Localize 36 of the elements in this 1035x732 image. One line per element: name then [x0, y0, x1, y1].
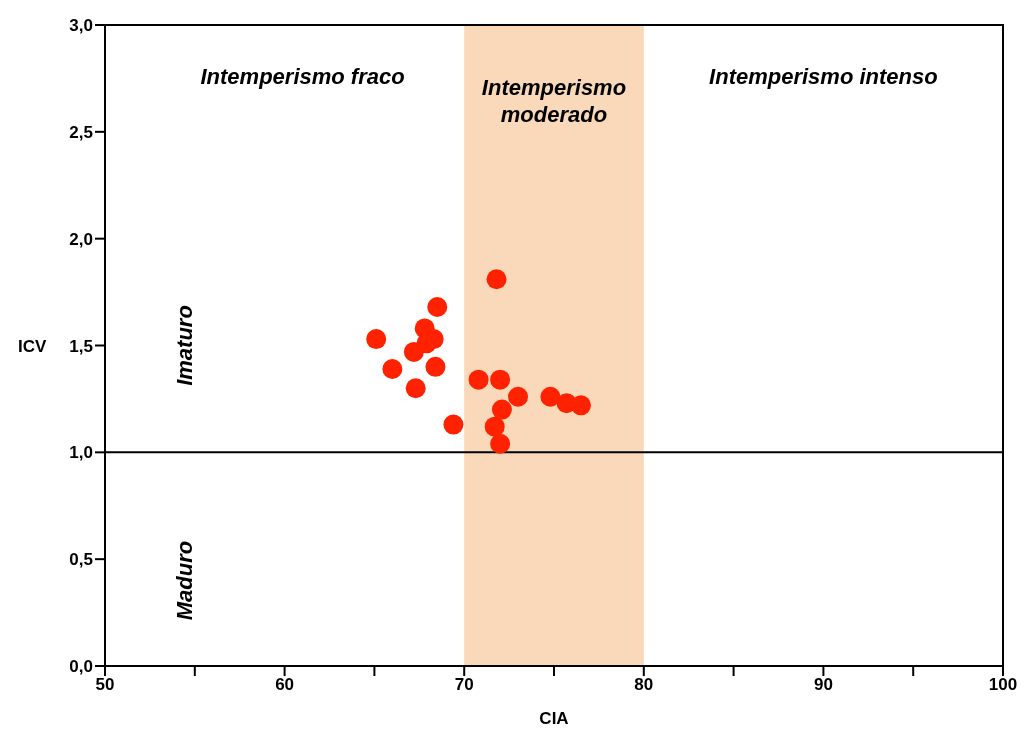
y-tick-label: 2,5: [69, 122, 93, 142]
y-tick-label: 0,0: [69, 657, 93, 677]
y-tick-label: 0,5: [69, 550, 93, 570]
point: [486, 269, 507, 290]
x-tick-label: 60: [275, 675, 295, 695]
y-tick-label: 2,0: [69, 229, 93, 249]
point: [468, 369, 489, 390]
y-tick-label: 3,0: [69, 16, 93, 36]
point: [443, 414, 464, 435]
point: [508, 386, 529, 407]
point: [484, 416, 505, 437]
x-tick-label: 50: [95, 675, 115, 695]
annotation: Maduro: [171, 540, 197, 621]
annotation: Intemperismo intenso: [709, 64, 938, 90]
y-tick-label: 1,5: [69, 336, 93, 356]
point: [490, 433, 511, 454]
point: [405, 378, 426, 399]
x-tick-label: 90: [813, 675, 833, 695]
x-tick-label: 100: [988, 675, 1018, 695]
point: [427, 297, 448, 318]
point: [570, 395, 591, 416]
annotation: Imaturo: [171, 305, 197, 386]
point: [403, 341, 424, 362]
x-tick-label: 80: [634, 675, 654, 695]
x-tick-label: 70: [454, 675, 474, 695]
point: [540, 386, 561, 407]
annotation: Intemperismo fraco: [200, 64, 405, 90]
y-axis-title: ICV: [18, 336, 47, 356]
point: [366, 329, 387, 350]
point: [491, 399, 512, 420]
point: [382, 359, 403, 379]
y-tick-label: 1,0: [69, 443, 93, 463]
band-label: Intemperismo moderado: [481, 75, 627, 127]
x-axis-title: CIA: [539, 709, 569, 728]
point: [425, 356, 446, 377]
point: [490, 369, 511, 390]
